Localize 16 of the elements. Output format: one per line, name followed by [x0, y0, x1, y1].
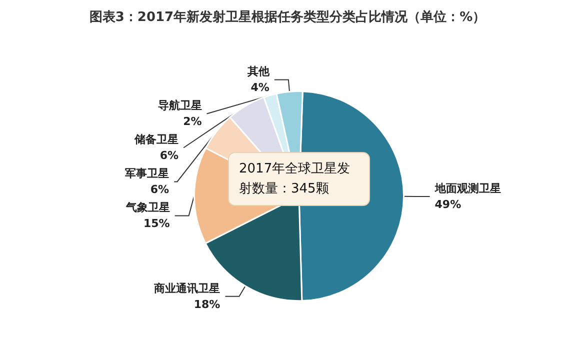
data-label: 15% — [143, 217, 170, 230]
chart-title: 图表3：2017年新发射卫星根据任务类型分类占比情况（单位：%） — [89, 9, 486, 25]
slice-label: 其他 — [246, 65, 270, 78]
slice-label: 储备卫星 — [134, 133, 179, 146]
data-label: 18% — [194, 298, 220, 311]
data-label: 6% — [150, 183, 170, 196]
slice-label: 地面观测卫星 — [434, 182, 501, 195]
text: 2017年全球卫星发射数量：345颗 — [239, 162, 350, 196]
slice-label: 导航卫星 — [158, 99, 202, 112]
data-label: 6% — [160, 149, 179, 162]
data-label: 4% — [250, 81, 270, 94]
slice-label: 气象卫星 — [124, 201, 170, 214]
slice-label: 军事卫星 — [125, 167, 170, 180]
data-label: 2% — [183, 115, 202, 128]
slice-label: 商业通讯卫星 — [153, 282, 220, 295]
data-label: 49% — [434, 198, 462, 211]
